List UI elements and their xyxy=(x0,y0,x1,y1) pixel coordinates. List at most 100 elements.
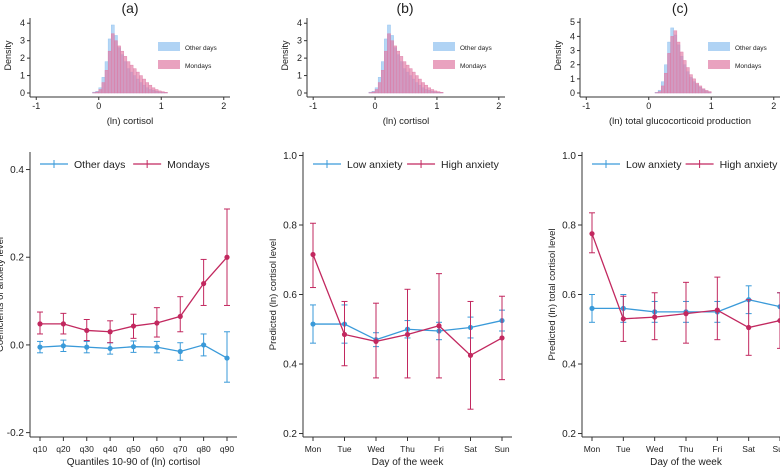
histogram-bar xyxy=(686,67,690,94)
histogram-bar xyxy=(129,64,134,94)
x-tick-label: Mon xyxy=(305,444,322,454)
histogram-bar xyxy=(661,85,665,94)
histogram-bar xyxy=(151,87,156,94)
y-axis-label: Density xyxy=(3,40,13,71)
histogram-bar xyxy=(393,45,397,94)
series-1 xyxy=(589,212,780,356)
y-axis-label: Coefficients of anxiety level xyxy=(0,237,6,352)
panel-letter-b: (b) xyxy=(396,0,413,16)
histogram-bar xyxy=(142,78,146,94)
x-tick-label: 0 xyxy=(373,101,378,111)
y-tick-label: -0.2 xyxy=(7,428,25,439)
legend-swatch xyxy=(433,60,455,69)
data-point xyxy=(589,231,595,237)
data-point xyxy=(37,344,43,350)
histogram-bar xyxy=(704,90,709,94)
data-point xyxy=(341,331,348,338)
histogram-bar xyxy=(107,50,112,94)
y-tick-label: 1 xyxy=(570,74,575,84)
y-tick-label: 0.6 xyxy=(562,290,576,301)
y-tick-label: 0 xyxy=(570,88,575,98)
x-tick-label: q10 xyxy=(33,444,47,454)
x-tick-label: Sun xyxy=(772,444,780,454)
histogram-bar xyxy=(692,78,696,94)
x-tick-label: q70 xyxy=(173,444,187,454)
histogram-bar xyxy=(698,85,703,94)
data-point xyxy=(224,355,230,361)
histogram-bar xyxy=(381,70,385,94)
histogram-bar xyxy=(657,91,662,94)
histogram-bar xyxy=(377,82,382,94)
histogram-bar xyxy=(670,36,674,94)
line-panel-1: 0.2 0.4 0.6 0.8 1.0 Mon Tue Wed Thu Fri Sat Sun Day … xyxy=(268,151,512,468)
histogram-bar xyxy=(374,89,379,94)
x-tick-label: Thu xyxy=(679,444,694,454)
y-tick-label: 0.0 xyxy=(10,340,24,351)
data-point xyxy=(714,307,720,313)
x-tick-label: q40 xyxy=(103,444,117,454)
legend-label: High anxiety xyxy=(441,159,500,171)
series-1 xyxy=(310,222,505,410)
histogram-bar xyxy=(433,90,438,94)
data-point xyxy=(130,323,137,329)
x-tick-label: q80 xyxy=(197,444,211,454)
data-point xyxy=(84,327,90,334)
legend-label: Mondays xyxy=(460,63,487,70)
y-tick-label: 4 xyxy=(570,31,575,41)
x-tick-label: Mon xyxy=(584,444,601,454)
y-axis-label: Predicted (ln) cortisol level xyxy=(268,239,279,350)
line-panel-0: -0.2 0.0 0.2 0.4 q10 q20 q30 q40 q50 q60 q70 q80 q90… xyxy=(0,152,237,468)
x-tick-label: 1 xyxy=(434,101,439,111)
histogram-bar xyxy=(418,78,422,94)
histogram-bar xyxy=(689,74,693,94)
charts: 0 1 2 3 4 -1 0 1 2 (ln) cortisol Density Other days… xyxy=(0,17,780,468)
data-point xyxy=(37,321,43,327)
data-point xyxy=(746,324,752,331)
y-tick-label: 0.4 xyxy=(283,360,297,371)
data-point xyxy=(652,314,658,320)
y-tick-label: 5 xyxy=(570,17,575,27)
histogram-bar xyxy=(164,92,168,94)
data-point xyxy=(177,348,183,355)
x-tick-label: Sun xyxy=(494,444,509,454)
y-tick-label: 3 xyxy=(297,36,302,46)
histogram-bar xyxy=(114,40,118,94)
data-point xyxy=(404,331,411,338)
x-tick-label: 2 xyxy=(221,101,226,111)
y-tick-label: 1.0 xyxy=(562,151,576,162)
histogram-bar xyxy=(676,41,681,94)
histogram-bar xyxy=(408,68,413,94)
y-tick-label: 0.6 xyxy=(283,290,297,301)
x-tick-label: Wed xyxy=(646,444,664,454)
histogram-panel-0: 0 1 2 3 4 -1 0 1 2 (ln) cortisol Density Other days… xyxy=(3,18,230,127)
y-tick-label: 4 xyxy=(20,18,25,28)
x-tick-label: 2 xyxy=(771,101,776,111)
x-tick-label: Tue xyxy=(337,444,352,454)
histogram-bar xyxy=(98,89,103,94)
y-tick-label: 0.2 xyxy=(10,253,24,264)
y-tick-label: 0.8 xyxy=(283,220,297,231)
legend-swatch xyxy=(158,42,180,51)
y-tick-label: 0 xyxy=(20,88,25,98)
panel-letter-c: (c) xyxy=(672,0,688,16)
data-point xyxy=(373,338,379,345)
legend-label: Mondays xyxy=(185,63,212,70)
x-tick-label: Fri xyxy=(712,444,722,454)
x-tick-label: Wed xyxy=(367,444,385,454)
y-tick-label: 0 xyxy=(297,88,302,98)
data-point xyxy=(620,316,626,322)
histogram-bar xyxy=(123,56,128,94)
histogram-bar xyxy=(145,82,149,94)
histogram-bar xyxy=(157,90,162,94)
data-point xyxy=(60,343,66,349)
histogram-bar xyxy=(673,30,678,94)
data-point xyxy=(589,305,595,312)
histogram-bar xyxy=(667,53,671,94)
series-1 xyxy=(37,208,230,344)
data-point xyxy=(224,254,230,260)
x-tick-label: Thu xyxy=(400,444,415,454)
y-tick-label: 2 xyxy=(297,53,302,63)
x-axis-label: (ln) total glucocorticoid production xyxy=(609,116,751,127)
histogram-bar xyxy=(402,61,407,94)
y-tick-label: 3 xyxy=(570,46,575,56)
